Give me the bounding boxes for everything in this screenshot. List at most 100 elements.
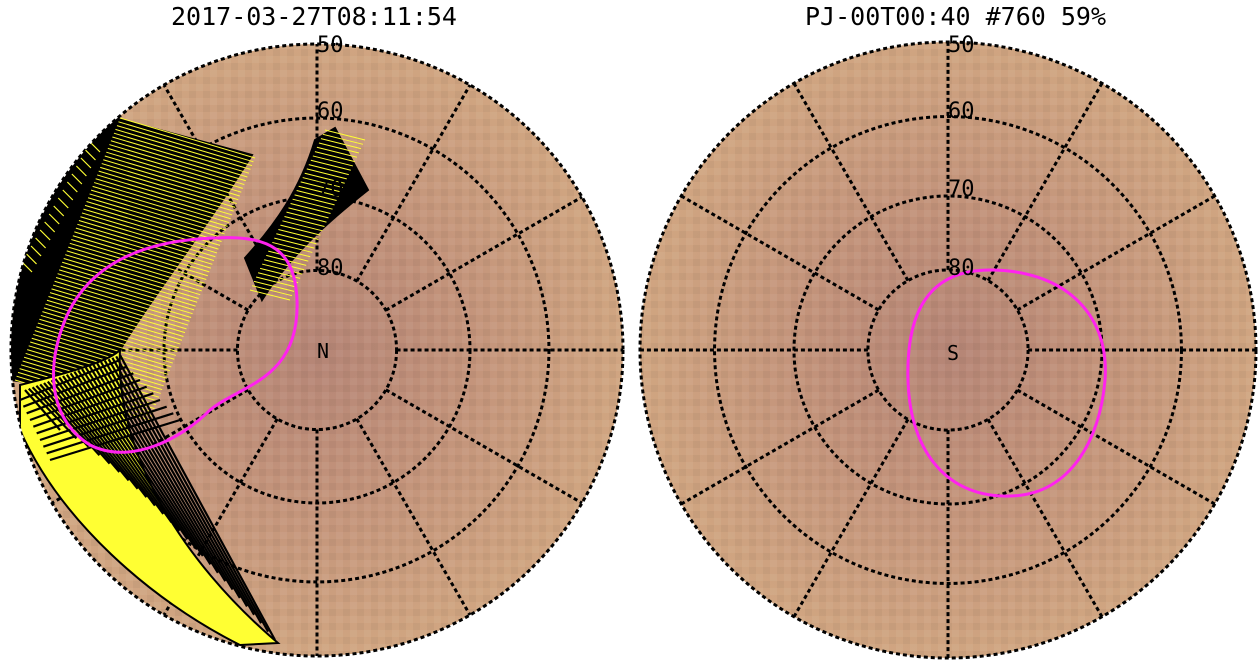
hatch-line: [106, 151, 242, 193]
right-lat-label-70: 70: [948, 177, 975, 202]
hatch-line: [54, 280, 190, 322]
hatch-line: [308, 164, 349, 176]
fan-line: [111, 357, 263, 624]
hatch-line: [85, 149, 96, 161]
hatch-line: [276, 233, 317, 245]
hatch-line: [272, 241, 313, 253]
right-auroral-oval: [906, 268, 1107, 498]
hatch-line: [52, 284, 189, 326]
hatch-line: [60, 265, 196, 307]
hatch-line: [316, 146, 358, 158]
hatch-line: [48, 295, 184, 337]
hatch-line: [302, 177, 343, 189]
hatch-line: [103, 159, 239, 201]
hatch-line: [34, 330, 170, 372]
right-graticule: [638, 40, 1258, 660]
left-meridian-line: [385, 195, 583, 312]
right-latitude-circle: [713, 115, 1183, 585]
hatch-line: [74, 231, 210, 273]
hatch-line: [312, 155, 353, 167]
right-meridian-line: [986, 82, 1104, 282]
hatch-line: [63, 258, 199, 299]
hatch-line: [21, 261, 33, 273]
hatch-line: [318, 142, 360, 154]
fan-cross-line: [42, 405, 168, 448]
left-meridian-line: [385, 388, 583, 505]
hatch-line: [44, 221, 56, 233]
hatch-line: [78, 220, 215, 262]
hatch-line: [262, 263, 303, 275]
hatch-line: [49, 292, 186, 334]
hatch-line: [306, 168, 347, 180]
hatch-line: [280, 224, 321, 236]
left-panel-title: 2017-03-27T08:11:54: [171, 2, 457, 31]
fan-cross-line: [19, 358, 121, 402]
hatch-line: [304, 172, 345, 184]
hatch-line: [274, 237, 315, 249]
hatch-line: [97, 174, 233, 216]
fan-cross-line: [46, 412, 174, 455]
hatch-line: [324, 129, 366, 141]
fan-line: [77, 369, 197, 549]
hatch-line: [48, 213, 60, 225]
right-meridian-line: [1016, 388, 1216, 506]
left-meridian-line: [162, 418, 279, 616]
footprint-band-narrow: [243, 126, 370, 303]
hatch-line: [71, 173, 83, 185]
left-pole-label: N: [317, 339, 329, 363]
hatch-line: [104, 155, 240, 197]
hatch-line: [87, 197, 224, 239]
hatch-line: [320, 138, 362, 150]
fan-line: [100, 361, 241, 599]
hatch-line: [46, 299, 183, 341]
hatch-line: [55, 276, 192, 318]
fan-line: [92, 364, 227, 582]
hatch-line: [101, 163, 237, 205]
hatch-line: [282, 220, 323, 232]
hatch-line: [77, 223, 213, 265]
fan-cross-line: [36, 392, 154, 435]
hatch-line: [26, 253, 37, 265]
hatch-line: [30, 245, 42, 257]
hatch-line: [278, 228, 319, 240]
hatch-line: [69, 242, 205, 284]
hatch-line: [255, 276, 297, 288]
hatch-line: [90, 189, 227, 231]
hatch-line: [112, 136, 248, 178]
right-pole-label: S: [947, 341, 959, 365]
hatch-line: [264, 259, 305, 271]
hatch-line: [57, 197, 69, 209]
hatch-line: [72, 235, 208, 277]
hatch-line: [253, 280, 295, 292]
right-meridian-line: [792, 418, 910, 618]
right-disk-texture: [640, 42, 1256, 658]
fan-line: [119, 354, 276, 641]
hatch-line: [39, 229, 51, 241]
hatch-line: [89, 193, 225, 235]
fan-line: [73, 371, 189, 540]
left-footprint-tracks: [11, 116, 370, 647]
hatch-line: [57, 273, 193, 315]
hatch-line: [251, 285, 293, 297]
fan-line: [81, 368, 204, 557]
right-lat-label-50: 50: [948, 33, 975, 58]
hatch-line: [58, 269, 195, 311]
hatch-line: [288, 207, 329, 219]
hatch-line: [290, 203, 331, 214]
hatch-line: [86, 201, 222, 243]
fan-cross-line: [26, 372, 134, 415]
hatch-line: [75, 165, 87, 177]
hatch-line: [93, 182, 230, 224]
left-lat-label-60: 60: [317, 99, 344, 124]
fan-line: [115, 355, 270, 633]
left-lat-label-50: 50: [317, 33, 344, 58]
hatch-line: [65, 254, 201, 296]
hatch-line: [81, 212, 218, 254]
hatch-line: [98, 170, 234, 212]
right-panel-title: PJ-00T00:40 #760 59%: [805, 2, 1107, 31]
hatch-line: [116, 125, 253, 167]
hatch-line: [298, 185, 339, 197]
hatch-line: [89, 141, 101, 153]
fan-line: [96, 362, 234, 591]
